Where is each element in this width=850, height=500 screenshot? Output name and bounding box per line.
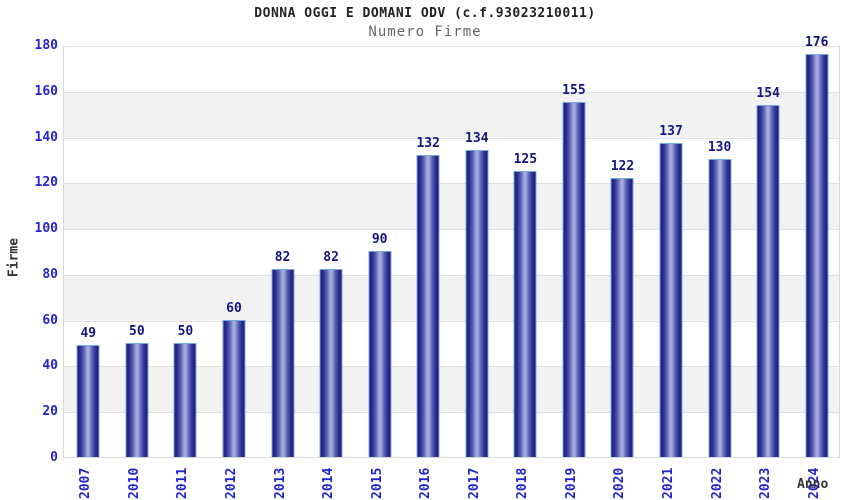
bar-value-label: 132 [416, 135, 440, 151]
x-tick-label: 2016 [418, 467, 434, 499]
chart-title: DONNA OGGI E DOMANI ODV (c.f.93023210011… [254, 6, 596, 21]
bar-2019 [562, 102, 586, 457]
gridline [64, 320, 839, 322]
bar-slot: 90 [355, 46, 404, 457]
bar-value-label: 130 [707, 140, 732, 156]
x-tick-label: 2023 [758, 467, 774, 499]
y-tick-label: 40 [42, 358, 58, 374]
bar-value-label: 134 [465, 131, 489, 147]
bar-value-label: 50 [129, 323, 145, 339]
gridline [64, 46, 839, 47]
bar-slot: 122 [598, 46, 647, 457]
bar-value-label: 50 [177, 323, 194, 339]
bar-2015 [368, 251, 392, 457]
bar-value-label: 60 [226, 300, 242, 316]
bar-slot: 82 [307, 46, 356, 457]
x-tick-label: 2013 [272, 467, 288, 499]
bar-value-label: 82 [323, 250, 339, 266]
bar-value-label: 125 [513, 151, 538, 167]
gridline [64, 91, 839, 93]
x-tick-label: 2018 [515, 467, 531, 499]
bar-slot: 176 [792, 35, 841, 457]
bar-2020 [610, 177, 634, 457]
bar-value-label: 154 [756, 85, 780, 101]
bar-2012 [222, 319, 246, 457]
x-tick-label: 2014 [321, 467, 337, 499]
gridline [64, 366, 839, 368]
bar-slot: 50 [113, 46, 162, 457]
bar-2013 [271, 269, 295, 457]
bar-slot: 49 [64, 46, 113, 457]
y-tick-label: 80 [42, 266, 58, 282]
y-tick-label: 180 [34, 38, 58, 53]
bar-slot: 60 [210, 46, 259, 457]
plot-area: 49 50 50 60 82 82 90 132 134 125 155 122 137 130 154 17… [63, 35, 841, 458]
bar-2024 [805, 54, 829, 457]
bar-2018 [513, 170, 537, 457]
bar-2014 [319, 269, 343, 457]
y-tick-label: 140 [34, 129, 58, 145]
y-tick-label: 20 [42, 404, 58, 420]
bar-slot: 137 [647, 46, 696, 457]
y-tick-label: 160 [34, 83, 58, 99]
bar-slot: 132 [404, 46, 453, 457]
bar-slot: 125 [501, 46, 550, 457]
bar-2021 [659, 143, 683, 457]
bar-slot: 50 [161, 46, 210, 457]
bar-2022 [708, 159, 732, 457]
bar-slot: 130 [695, 46, 744, 457]
bar-2010 [125, 342, 149, 457]
bar-2023 [756, 104, 780, 457]
x-tick-label: 2012 [223, 467, 239, 499]
bar-value-label: 49 [80, 325, 97, 341]
bar-slot: 82 [258, 46, 307, 457]
x-tick-label: 2022 [709, 467, 725, 499]
x-tick-label: 2021 [661, 467, 677, 499]
x-tick-label: 2011 [175, 467, 191, 499]
bar-value-label: 155 [562, 83, 586, 99]
bar-slot: 134 [453, 46, 502, 457]
bar-value-label: 90 [371, 232, 388, 247]
gridline [64, 137, 839, 139]
x-tick-label: 2020 [612, 467, 628, 499]
bar-value-label: 176 [804, 35, 829, 51]
bar-2007 [76, 344, 100, 457]
x-tick-label: 2019 [563, 467, 579, 499]
bar-slot: 155 [550, 46, 599, 457]
y-tick-label: 100 [34, 221, 58, 237]
x-tick-label: 2010 [126, 467, 142, 499]
x-tick-label: 2007 [78, 467, 94, 499]
y-tick-label: 120 [34, 175, 58, 191]
y-tick-label: 0 [50, 450, 58, 465]
gridline [64, 412, 839, 414]
x-tick-label: 2015 [369, 467, 385, 499]
x-axis-title: Anno [797, 477, 829, 492]
bar-2011 [173, 342, 197, 457]
gridline [64, 229, 839, 231]
gridline [64, 183, 839, 185]
y-tick-label: 60 [42, 312, 58, 328]
bar-2017 [465, 150, 489, 457]
y-axis-title: Firme [6, 237, 22, 278]
chart-subtitle: Numero Firme [368, 24, 482, 40]
x-tick-label: 2017 [466, 467, 482, 499]
bar-value-label: 137 [659, 124, 683, 140]
bar-2016 [416, 154, 440, 457]
bar-slot: 154 [744, 46, 793, 457]
gridline [64, 274, 839, 276]
bar-value-label: 82 [274, 250, 291, 266]
bar-value-label: 122 [610, 158, 635, 174]
